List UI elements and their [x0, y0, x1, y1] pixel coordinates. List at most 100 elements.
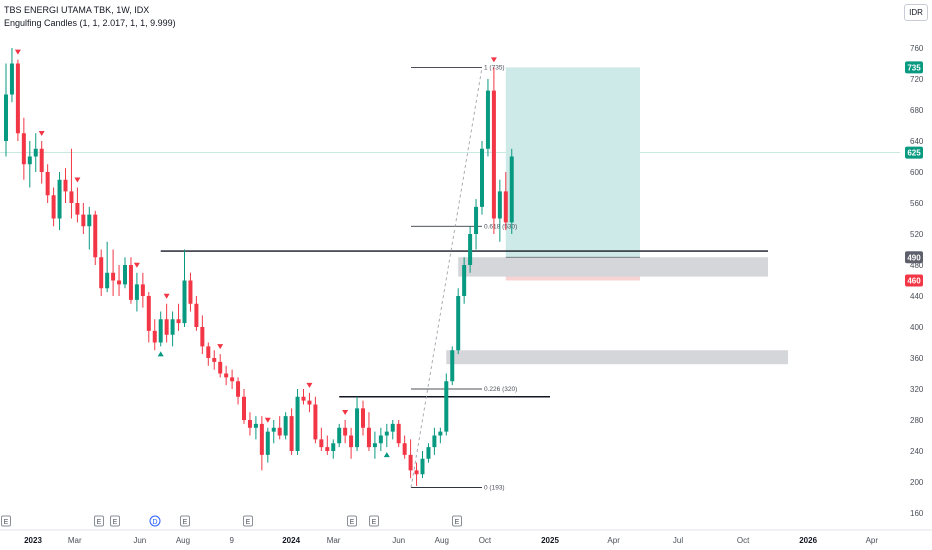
candle-body [182, 280, 187, 324]
y-tick-label: 160 [910, 509, 924, 518]
y-tick-label: 320 [910, 385, 924, 394]
candle-body [259, 423, 264, 455]
gray-zone [458, 257, 768, 277]
candle-body [438, 431, 443, 436]
candle-body [509, 156, 514, 223]
earnings-marker-label: E [455, 519, 460, 526]
candle-body [75, 203, 80, 215]
earnings-marker [243, 515, 253, 527]
bearish-engulfing-marker [217, 344, 224, 350]
earnings-marker [347, 515, 357, 527]
candle-body [503, 191, 508, 223]
candle-body [140, 284, 145, 296]
bullish-engulfing-marker [383, 452, 390, 458]
price-badge-label: 490 [907, 253, 921, 262]
candle-body [117, 280, 122, 285]
candle-body [170, 319, 175, 335]
candle-body [253, 423, 258, 428]
y-tick-label: 680 [910, 106, 924, 115]
earnings-marker-label: E [113, 519, 118, 526]
candle-body [87, 214, 92, 227]
candle-body [224, 373, 229, 378]
y-tick-label: 760 [910, 44, 924, 53]
candle-body [450, 350, 455, 382]
candle-body [206, 346, 211, 358]
candle-body [242, 396, 246, 420]
x-tick-label: Oct [479, 536, 492, 545]
y-tick-label: 360 [910, 354, 924, 363]
candle-body [480, 148, 484, 207]
candle-body [236, 381, 241, 397]
earnings-marker-label: E [97, 519, 102, 526]
earnings-marker-label: E [350, 519, 355, 526]
candle-body [4, 94, 8, 141]
candle-body [33, 148, 38, 157]
candle-body [146, 296, 151, 331]
candle-body [474, 206, 479, 234]
candle-body [343, 427, 348, 436]
y-tick-label: 480 [910, 261, 924, 270]
candle-body [230, 377, 235, 382]
candle-body [491, 90, 496, 219]
candle-body [337, 427, 342, 444]
candle-body [63, 179, 68, 192]
x-tick-label: Apr [866, 536, 879, 545]
candle-body [194, 303, 199, 327]
candle-body [111, 272, 116, 281]
candle-body [307, 400, 312, 405]
candle-body [420, 458, 425, 475]
candle-body [200, 327, 205, 347]
currency-button[interactable]: IDR [904, 4, 928, 21]
fib-level-label: 0 (193) [484, 484, 505, 491]
y-tick-label: 560 [910, 199, 924, 208]
candle-body [123, 265, 127, 285]
candle-body [283, 416, 288, 436]
candle-body [361, 408, 365, 428]
bearish-engulfing-marker [490, 57, 497, 63]
earnings-marker [94, 515, 104, 527]
candle-body [295, 396, 300, 451]
candle-body [378, 435, 383, 444]
price-badge-label: 735 [907, 63, 921, 72]
dividend-marker [149, 515, 161, 527]
x-tick-label: 2023 [24, 536, 42, 545]
candle-body [212, 358, 217, 362]
candle-body [51, 195, 56, 219]
price-badge-label: 625 [907, 149, 921, 158]
earnings-marker [452, 515, 462, 527]
earnings-marker [110, 515, 120, 527]
bullish-engulfing-marker [157, 351, 164, 357]
y-tick-label: 520 [910, 230, 924, 239]
fib-level-label: 0.618 (530) [484, 223, 517, 230]
indicator-legend[interactable]: Engulfing Candles (1, 1, 2.017, 1, 1, 9.… [4, 18, 176, 28]
symbol-title: TBS ENERGI UTAMA TBK, 1W, IDX [4, 5, 150, 15]
candle-body [414, 470, 419, 475]
price-badge [905, 251, 923, 264]
candle-body [372, 443, 377, 448]
candle-body [468, 234, 473, 265]
x-tick-label: 2026 [799, 536, 817, 545]
candle-body [366, 427, 371, 448]
candle-body [247, 420, 252, 428]
x-tick-label: Jul [673, 536, 683, 545]
y-tick-label: 400 [910, 323, 924, 332]
x-tick-label: Apr [607, 536, 620, 545]
candle-body [128, 265, 133, 300]
x-tick-label: Aug [435, 536, 449, 545]
candle-body [188, 280, 193, 304]
gray-zone [446, 350, 788, 365]
candle-body [313, 404, 318, 440]
x-tick-label: 2024 [282, 536, 300, 545]
earnings-marker-label: E [246, 519, 251, 526]
earnings-marker [369, 515, 379, 527]
price-badge [905, 61, 923, 74]
bearish-engulfing-marker [163, 293, 170, 299]
y-tick-label: 200 [910, 478, 924, 487]
candle-body [319, 439, 324, 448]
candle-body [301, 396, 306, 401]
candle-body [158, 319, 163, 343]
candle-body [218, 361, 223, 374]
candle-body [152, 330, 157, 343]
candle-body [384, 431, 389, 436]
